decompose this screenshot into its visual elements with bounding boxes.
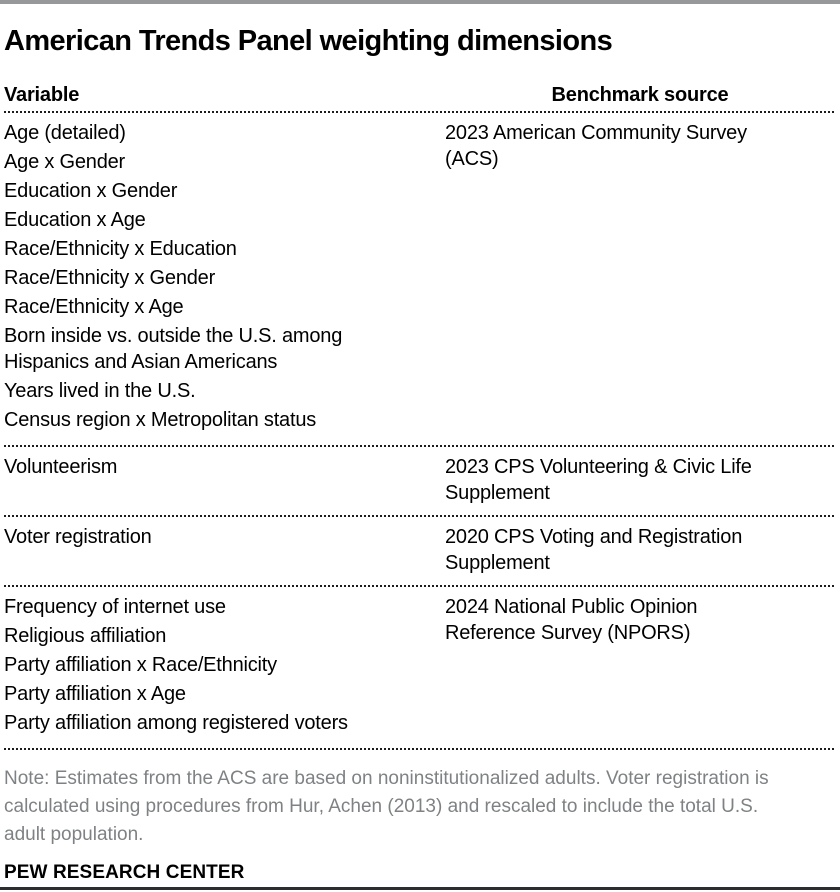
benchmark-source-text: 2023 CPS Volunteering & Civic Life Suppl… xyxy=(445,455,752,504)
benchmark-cell: 2024 National Public Opinion Reference S… xyxy=(445,594,835,646)
benchmark-cell: 2023 American Community Survey (ACS) xyxy=(445,120,835,172)
variable-item: Education x Gender xyxy=(4,179,178,202)
table-section-row: Frequency of internet use Religious affil… xyxy=(4,587,836,748)
variable-item: Age (detailed) xyxy=(4,121,126,144)
table-section-row: Volunteerism 2023 CPS Volunteering & Civ… xyxy=(4,447,836,515)
table-body: Age (detailed) Age x Gender Education x Ge… xyxy=(4,110,836,750)
page-title: American Trends Panel weighting dimensio… xyxy=(4,25,613,57)
variable-item: Party affiliation among registered voter… xyxy=(4,711,348,734)
benchmark-cell: 2020 CPS Voting and Registration Supplem… xyxy=(445,524,835,576)
dashed-separator xyxy=(4,584,836,587)
variable-item: Race/Ethnicity x Gender xyxy=(4,266,216,289)
variable-list: Voter registration xyxy=(4,524,424,553)
benchmark-source-text: 2023 American Community Survey (ACS) xyxy=(445,121,747,170)
benchmark-source-text: 2024 National Public Opinion Reference S… xyxy=(445,595,698,644)
column-header-benchmark-source: Benchmark source xyxy=(551,83,729,106)
source-attribution: PEW RESEARCH CENTER xyxy=(4,861,245,883)
dashed-separator xyxy=(4,514,836,517)
figure-content: American Trends Panel weighting dimensio… xyxy=(0,4,840,884)
variable-item: Race/Ethnicity x Education xyxy=(4,237,237,260)
table-section-row: Voter registration 2020 CPS Voting and R… xyxy=(4,517,836,585)
variable-item: Party affiliation x Race/Ethnicity xyxy=(4,653,277,676)
variable-item: Frequency of internet use xyxy=(4,595,226,618)
variable-list: Volunteerism xyxy=(4,454,424,483)
variable-list: Frequency of internet use Religious affil… xyxy=(4,594,424,739)
footnote: Note: Estimates from the ACS are based o… xyxy=(4,767,769,845)
benchmark-source-text: 2020 CPS Voting and Registration Supplem… xyxy=(445,525,743,574)
table-header-row: Variable Benchmark source xyxy=(4,84,836,111)
variable-item: Age x Gender xyxy=(4,150,126,173)
variable-item: Education x Age xyxy=(4,208,146,231)
benchmark-cell: 2023 CPS Volunteering & Civic Life Suppl… xyxy=(445,454,835,506)
variable-item: Party affiliation x Age xyxy=(4,682,186,705)
variable-item: Volunteerism xyxy=(4,455,118,478)
dashed-separator xyxy=(4,110,836,113)
variable-item: Census region x Metropolitan status xyxy=(4,408,317,431)
bottom-accent-bar xyxy=(0,887,840,890)
table-section-row: Age (detailed) Age x Gender Education x Ge… xyxy=(4,113,836,445)
variable-item: Religious affiliation xyxy=(4,624,167,647)
variable-item: Born inside vs. outside the U.S. among H… xyxy=(4,324,343,373)
column-header-variable: Variable xyxy=(4,83,80,106)
dashed-separator xyxy=(4,747,836,750)
top-accent-bar xyxy=(0,0,840,4)
variable-item: Voter registration xyxy=(4,525,152,548)
variable-item: Race/Ethnicity x Age xyxy=(4,295,184,318)
variable-item: Years lived in the U.S. xyxy=(4,379,196,402)
variable-list: Age (detailed) Age x Gender Education x Ge… xyxy=(4,120,424,436)
dashed-separator xyxy=(4,444,836,447)
